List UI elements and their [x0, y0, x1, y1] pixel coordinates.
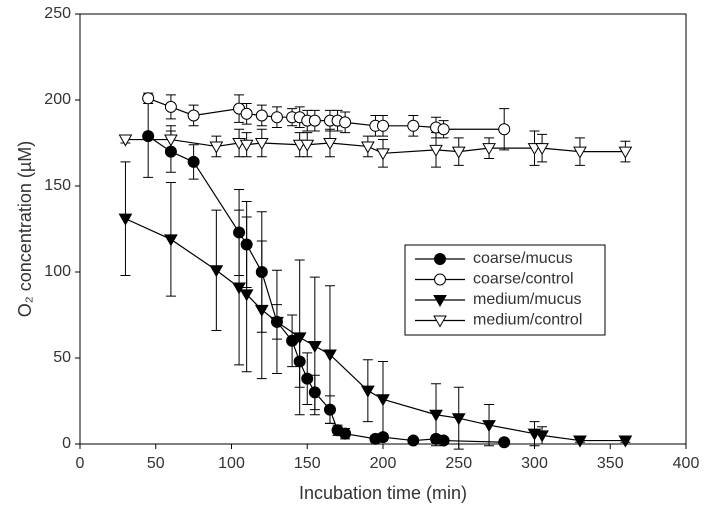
y-tick-label: 0	[62, 435, 71, 452]
data-point	[323, 349, 337, 362]
data-point	[573, 435, 587, 448]
data-point	[164, 134, 178, 147]
legend-label: medium/control	[473, 312, 582, 329]
data-point	[254, 304, 269, 317]
data-point	[209, 265, 224, 278]
data-point	[307, 340, 322, 353]
data-point	[239, 289, 254, 302]
x-tick-label: 350	[597, 455, 624, 472]
legend-marker	[434, 253, 446, 265]
data-point	[233, 226, 246, 239]
data-point	[308, 114, 321, 127]
data-point	[209, 141, 224, 154]
data-point	[308, 386, 321, 399]
legend-label: coarse/control	[473, 271, 574, 288]
x-tick-label: 50	[147, 455, 165, 472]
data-point	[254, 138, 269, 151]
data-point	[535, 430, 549, 443]
data-point	[118, 134, 133, 147]
y-axis-label: O₂ concentration (µM)	[15, 141, 35, 317]
data-point	[618, 435, 633, 448]
legend-marker	[433, 295, 447, 308]
legend: coarse/mucus coarse/control medium/mucus me…	[404, 244, 606, 336]
data-point	[301, 372, 314, 385]
data-point	[286, 334, 299, 347]
x-tick-label: 150	[294, 455, 321, 472]
data-point	[293, 355, 306, 368]
legend-label: coarse/mucus	[473, 250, 573, 267]
data-point	[376, 394, 390, 407]
y-tick-label: 200	[44, 91, 71, 108]
y-tick-label: 250	[44, 5, 71, 22]
data-point	[255, 109, 268, 122]
x-tick-label: 200	[370, 455, 397, 472]
x-tick-label: 100	[218, 455, 245, 472]
data-point	[270, 316, 284, 329]
data-point	[255, 266, 268, 278]
x-axis-label: Incubation time (min)	[299, 483, 467, 503]
data-point	[498, 123, 511, 136]
data-point	[360, 385, 375, 398]
data-point	[323, 138, 337, 151]
data-point	[270, 111, 283, 124]
data-point	[164, 100, 177, 113]
data-point	[240, 238, 253, 251]
data-point	[164, 234, 178, 247]
data-point	[535, 143, 549, 156]
x-tick-label: 400	[673, 455, 700, 472]
series-line	[125, 138, 626, 154]
x-tick-label: 300	[521, 455, 548, 472]
y-tick-label: 150	[44, 177, 71, 194]
data-point	[451, 413, 466, 426]
data-point	[164, 145, 177, 158]
data-point	[377, 431, 389, 444]
data-point	[323, 403, 336, 416]
data-point	[142, 130, 155, 143]
data-point	[407, 434, 420, 447]
data-point	[429, 409, 443, 422]
data-point	[187, 155, 200, 168]
y-tick-label: 50	[53, 349, 71, 366]
data-point	[240, 107, 253, 120]
data-point	[451, 146, 466, 159]
data-point	[300, 139, 315, 152]
y-tick-label: 100	[44, 263, 71, 280]
data-point	[573, 146, 587, 159]
data-point	[118, 213, 133, 226]
data-point	[498, 436, 511, 449]
legend-marker	[434, 273, 446, 286]
data-point	[232, 282, 246, 295]
legend-label: medium/mucus	[473, 291, 581, 308]
data-point	[482, 143, 496, 156]
data-point	[292, 332, 307, 345]
data-point	[482, 420, 496, 433]
data-point	[407, 119, 420, 132]
legend-marker	[433, 315, 447, 328]
x-tick-label: 0	[76, 455, 85, 472]
x-tick-label: 250	[445, 455, 472, 472]
data-point	[339, 116, 352, 129]
data-point	[376, 148, 390, 161]
data-point	[377, 119, 389, 132]
data-point	[429, 144, 443, 157]
data-point	[360, 141, 375, 154]
data-point	[618, 146, 633, 159]
data-point	[339, 427, 352, 440]
data-point	[239, 139, 254, 152]
data-point	[187, 109, 200, 122]
data-point	[437, 123, 450, 136]
data-point	[437, 434, 450, 447]
data-point	[142, 92, 155, 105]
